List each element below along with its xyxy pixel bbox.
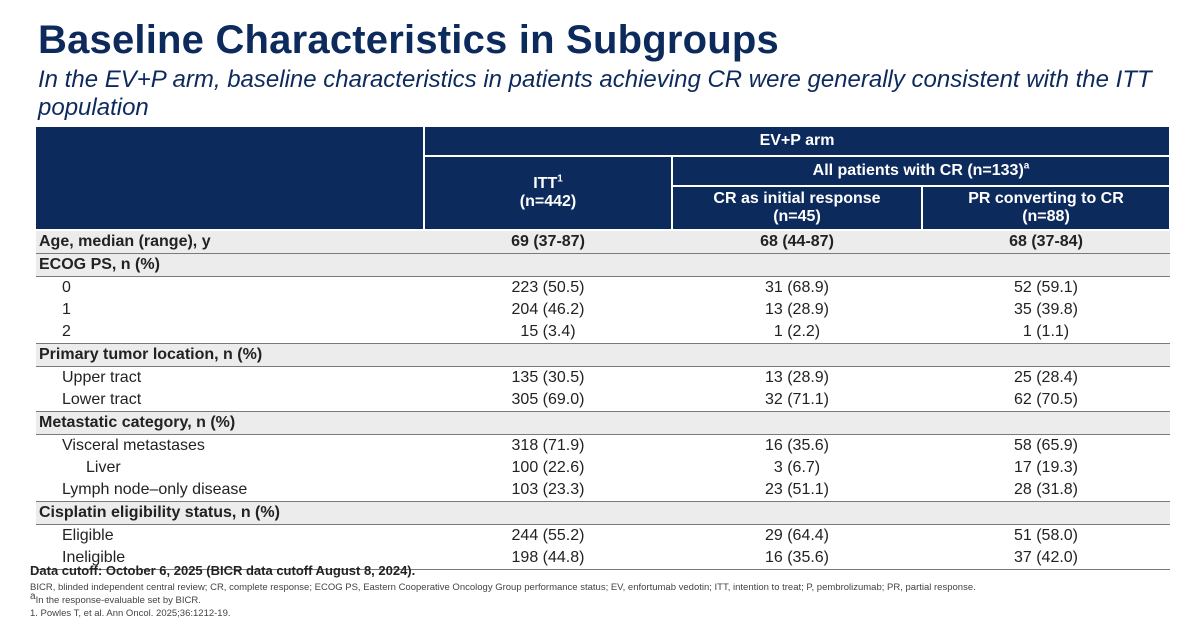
header-cr-all-footnote-ref: a — [1023, 160, 1030, 172]
row-label: Lower tract — [62, 391, 142, 408]
cell-cr-initial: 16 (35.6) — [672, 434, 922, 457]
abbreviations-footnote: BICR, blinded independent central review… — [30, 582, 976, 593]
cell-pr-convert: 28 (31.8) — [1013, 481, 1079, 498]
section-label: Cisplatin eligibility status, n (%) — [36, 501, 424, 525]
header-pr-convert-n: (n=88) — [1022, 208, 1070, 225]
cell-cr-initial: 32 (71.1) — [764, 391, 830, 408]
section-label: ECOG PS, n (%) — [36, 253, 424, 277]
cell-itt: 204 (46.2) — [511, 301, 585, 318]
header-pr-convert: PR converting to CR (n=88) — [921, 185, 1171, 231]
table-row: 0 223 (50.5) 31 (68.9) 52 (59.1) — [36, 276, 1170, 299]
header-itt-footnote-ref: 1 — [557, 173, 563, 185]
cell-itt: 69 (37-87) — [424, 229, 672, 254]
page-title: Baseline Characteristics in Subgroups — [38, 18, 779, 62]
header-itt: ITT1 (n=442) — [423, 155, 673, 231]
header-pr-convert-label: PR converting to CR — [968, 190, 1124, 207]
header-cr-all: All patients with CR (n=133)a — [671, 155, 1171, 187]
cell-cr-initial: 3 (6.7) — [773, 459, 821, 476]
cell-pr-convert: 58 (65.9) — [922, 434, 1170, 457]
section-header-tumor-location: Primary tumor location, n (%) — [36, 343, 1170, 367]
data-cutoff-note: Data cutoff: October 6, 2025 (BICR data … — [30, 563, 416, 578]
cell-itt: 100 (22.6) — [511, 459, 585, 476]
row-label: Visceral metastases — [36, 434, 424, 457]
cell-itt: 244 (55.2) — [424, 524, 672, 547]
cell-pr-convert: 37 (42.0) — [922, 547, 1170, 570]
cell-cr-initial: 16 (35.6) — [672, 547, 922, 570]
table-row: Ineligible 198 (44.8) 16 (35.6) 37 (42.0… — [36, 547, 1170, 570]
header-itt-label: ITT — [533, 175, 558, 192]
table-row: Liver 100 (22.6) 3 (6.7) 17 (19.3) — [36, 457, 1170, 479]
table-row: Lymph node–only disease 103 (23.3) 23 (5… — [36, 479, 1170, 502]
cell-itt: 103 (23.3) — [511, 481, 585, 498]
row-label: Eligible — [36, 524, 424, 547]
page-subtitle: In the EV+P arm, baseline characteristic… — [38, 66, 1152, 121]
section-header-ecog: ECOG PS, n (%) — [36, 253, 1170, 277]
row-label: Age, median (range), y — [36, 229, 424, 254]
cell-pr-convert: 35 (39.8) — [1013, 301, 1079, 318]
header-itt-n: (n=442) — [519, 193, 577, 210]
row-label: 1 — [62, 301, 71, 318]
cell-itt: 15 (3.4) — [520, 323, 576, 340]
header-cr-initial-label: CR as initial response — [713, 190, 881, 207]
cell-cr-initial: 68 (44-87) — [672, 229, 922, 254]
cell-pr-convert: 62 (70.5) — [1013, 391, 1079, 408]
table-row: Visceral metastases 318 (71.9) 16 (35.6)… — [36, 434, 1170, 457]
cell-cr-initial: 13 (28.9) — [672, 366, 922, 389]
header-corner-cell — [36, 125, 425, 231]
row-label: Ineligible — [36, 547, 424, 570]
reference-1: 1. Powles T, et al. Ann Oncol. 2025;36:1… — [30, 608, 231, 619]
table-row: 2 15 (3.4) 1 (2.2) 1 (1.1) — [36, 321, 1170, 344]
row-label: Upper tract — [36, 366, 424, 389]
table-row: Lower tract 305 (69.0) 32 (71.1) 62 (70.… — [36, 389, 1170, 412]
cell-cr-initial: 31 (68.9) — [672, 276, 922, 299]
header-cr-all-label: All patients with CR (n=133) — [812, 162, 1024, 179]
cell-pr-convert: 68 (37-84) — [922, 229, 1170, 254]
cell-pr-convert: 17 (19.3) — [1013, 459, 1079, 476]
section-header-metastatic: Metastatic category, n (%) — [36, 411, 1170, 435]
baseline-characteristics-table: EV+P arm ITT1 (n=442) All patients with … — [36, 125, 1171, 570]
table-row-age: Age, median (range), y 69 (37-87) 68 (44… — [36, 229, 1170, 254]
cell-cr-initial: 13 (28.9) — [764, 301, 830, 318]
cell-pr-convert: 1 (1.1) — [1022, 323, 1070, 340]
cell-pr-convert: 25 (28.4) — [922, 366, 1170, 389]
section-header-cisplatin: Cisplatin eligibility status, n (%) — [36, 501, 1170, 525]
cell-cr-initial: 29 (64.4) — [672, 524, 922, 547]
row-label: Liver — [86, 459, 121, 476]
section-label: Primary tumor location, n (%) — [36, 343, 424, 367]
cell-itt: 223 (50.5) — [424, 276, 672, 299]
cell-itt: 305 (69.0) — [511, 391, 585, 408]
header-cr-initial: CR as initial response (n=45) — [671, 185, 923, 231]
section-label: Metastatic category, n (%) — [36, 411, 424, 435]
header-cr-initial-n: (n=45) — [773, 208, 821, 225]
table-row: 1 204 (46.2) 13 (28.9) 35 (39.8) — [36, 299, 1170, 321]
cell-cr-initial: 23 (51.1) — [764, 481, 830, 498]
cell-itt: 318 (71.9) — [424, 434, 672, 457]
footnote-a: aIn the response-evaluable set by BICR. — [30, 591, 201, 606]
table-row: Upper tract 135 (30.5) 13 (28.9) 25 (28.… — [36, 366, 1170, 389]
table-row: Eligible 244 (55.2) 29 (64.4) 51 (58.0) — [36, 524, 1170, 547]
cell-itt: 198 (44.8) — [424, 547, 672, 570]
footnote-a-text: In the response-evaluable set by BICR. — [35, 595, 201, 606]
footnote-a-marker: a — [30, 590, 36, 602]
row-label: Lymph node–only disease — [62, 481, 248, 498]
row-label: 2 — [62, 323, 71, 340]
cell-pr-convert: 51 (58.0) — [922, 524, 1170, 547]
row-label: 0 — [36, 276, 424, 299]
cell-cr-initial: 1 (2.2) — [773, 323, 821, 340]
header-arm: EV+P arm — [423, 125, 1171, 157]
cell-itt: 135 (30.5) — [424, 366, 672, 389]
cell-pr-convert: 52 (59.1) — [922, 276, 1170, 299]
